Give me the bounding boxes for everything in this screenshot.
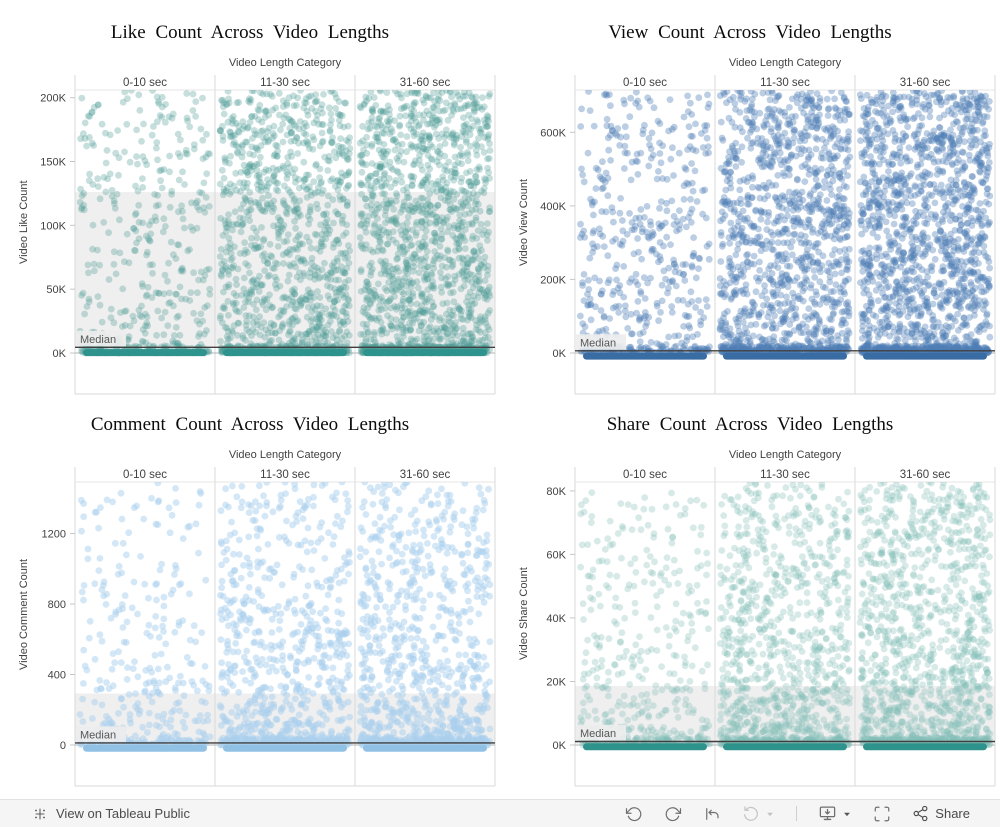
fullscreen-icon	[874, 806, 890, 821]
toolbar-actions: Share	[625, 804, 970, 823]
svg-text:0-10 sec: 0-10 sec	[623, 77, 667, 89]
chevron-down-icon	[767, 812, 774, 816]
svg-text:Median: Median	[80, 334, 116, 346]
svg-text:0K: 0K	[553, 348, 567, 360]
scatter-plot-comment[interactable]: 0-10 sec 11-30 sec 31-60 sec04008001200Med…	[0, 462, 500, 792]
replay-icon	[706, 807, 719, 820]
chart-title: Comment Count Across Video Lengths	[90, 414, 410, 435]
svg-text:200K: 200K	[40, 93, 66, 105]
share-label: Share	[935, 806, 970, 821]
redo-button[interactable]	[664, 805, 682, 823]
toolbar-separator	[796, 806, 798, 821]
scatter-plot-like[interactable]: 0-10 sec 11-30 sec 31-60 sec 0K 50K 100K 150K 2…	[0, 70, 500, 400]
view-on-tableau-public-label: View on Tableau Public	[56, 806, 190, 821]
chart-title: View Count Across Video Lengths	[608, 22, 892, 43]
chart-view-count: View Count Across Video Lengths Video Le…	[500, 10, 1000, 400]
replay-button[interactable]	[703, 805, 721, 823]
undo-icon	[626, 806, 642, 821]
svg-text:0-10 sec: 0-10 sec	[123, 77, 167, 89]
chart-title: Like Count Across Video Lengths	[110, 22, 390, 43]
fullscreen-button[interactable]	[873, 805, 891, 823]
svg-text:31-60 sec: 31-60 sec	[900, 77, 951, 89]
facet-header-label: Video Length Category	[228, 449, 342, 461]
redo-icon	[665, 806, 682, 821]
facet-header-label: Video Length Category	[728, 449, 842, 461]
scatter-plot-view[interactable]: 0-10 sec 11-30 sec 31-60 sec 0K 200K 400K 600K…	[500, 70, 1000, 400]
chart-like-count: Like Count Across Video Lengths Video Le…	[0, 10, 500, 400]
svg-text:0K: 0K	[53, 348, 67, 360]
display-size-button[interactable]	[818, 804, 837, 823]
view-on-tableau-public-link[interactable]: View on Tableau Public	[32, 806, 190, 822]
display-size-caret-icon[interactable]	[842, 809, 852, 819]
svg-text:11-30 sec: 11-30 sec	[260, 77, 310, 89]
chart-comment-count: Comment Count Across Video Lengths Video…	[0, 402, 500, 792]
svg-text:600K: 600K	[540, 127, 566, 139]
svg-text:400K: 400K	[540, 201, 566, 213]
svg-text:100K: 100K	[40, 220, 66, 232]
facet-header-label: Video Length Category	[728, 57, 842, 69]
svg-text:150K: 150K	[40, 157, 66, 169]
chart-title: Share Count Across Video Lengths	[606, 414, 894, 435]
refresh-button[interactable]	[742, 805, 760, 823]
scatter-plot-share[interactable]: 0-10 sec 11-30 sec 31-60 sec0K20K40K60K80K…	[500, 462, 1000, 792]
device-preview-icon	[820, 806, 836, 821]
refresh-caret-icon[interactable]	[765, 809, 775, 819]
share-button[interactable]: Share	[912, 805, 970, 822]
tableau-logo-icon	[35, 808, 45, 819]
chevron-down-icon	[844, 812, 851, 816]
tableau-toolbar: View on Tableau Public	[0, 799, 1000, 827]
svg-text:11-30 sec: 11-30 sec	[760, 77, 810, 89]
svg-text:200K: 200K	[540, 274, 566, 286]
undo-button[interactable]	[625, 805, 643, 823]
chart-share-count: Share Count Across Video Lengths Video L…	[500, 402, 1000, 792]
refresh-icon	[744, 805, 759, 821]
svg-text:50K: 50K	[46, 284, 66, 296]
facet-header-label: Video Length Category	[228, 57, 342, 69]
share-icon	[913, 805, 928, 822]
svg-text:31-60 sec: 31-60 sec	[400, 77, 451, 89]
